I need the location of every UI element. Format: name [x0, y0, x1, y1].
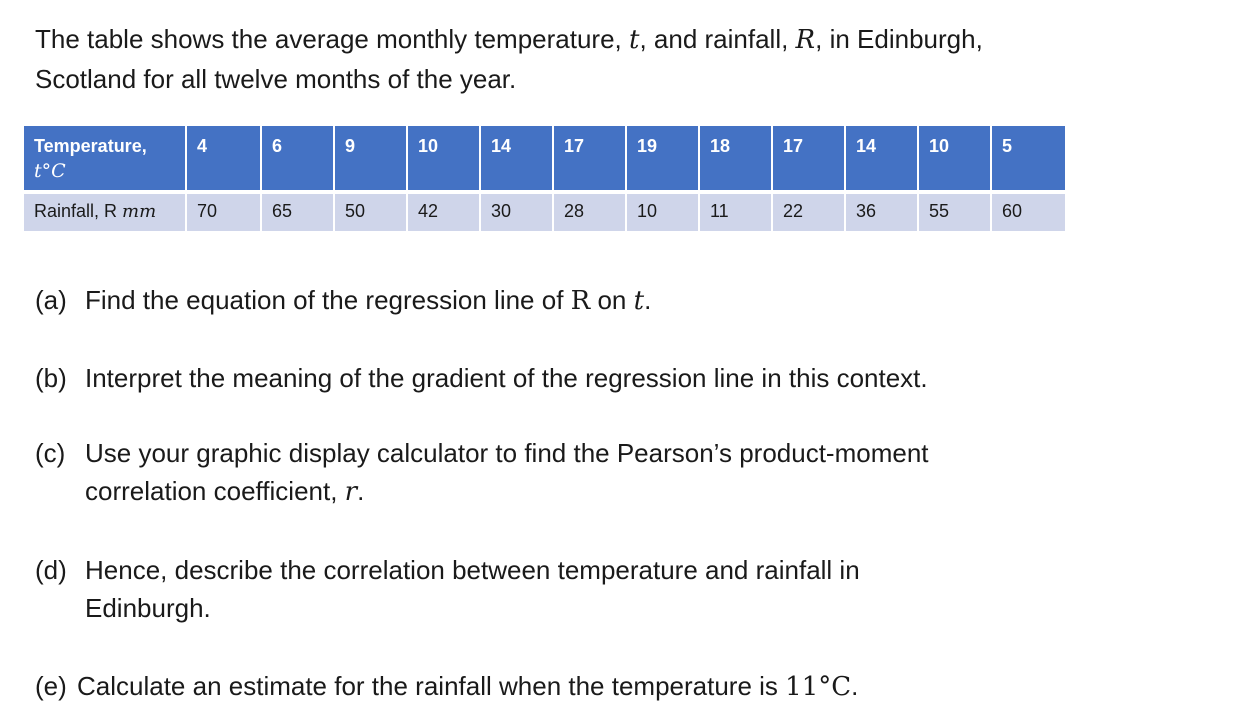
- question-c: (c) Use your graphic display calculator t…: [35, 434, 1215, 511]
- intro-line1-pre: The table shows the average monthly temp…: [35, 24, 629, 54]
- rainfall-cell: 70: [187, 194, 262, 231]
- rainfall-cell: 36: [846, 194, 919, 231]
- intro-line1-post: , in Edinburgh,: [815, 24, 983, 54]
- rainfall-row: Rainfall, R mm 70 65 50 42 30 28 10 11 2…: [24, 194, 1065, 231]
- temperature-cell: 4: [187, 126, 262, 190]
- question-c-continuation: correlation coefficient, r.: [35, 472, 1215, 511]
- question-a-t: t: [633, 286, 645, 316]
- intro-line1-mid: , and rainfall,: [639, 24, 796, 54]
- temperature-cell: 5: [992, 126, 1065, 190]
- rainfall-cell: 10: [627, 194, 700, 231]
- rainfall-cell: 22: [773, 194, 846, 231]
- temperature-cell: 6: [262, 126, 335, 190]
- question-c-text1: Use your graphic display calculator to f…: [85, 438, 929, 468]
- intro-R-variable: R: [795, 25, 816, 55]
- question-a-text: Find the equation of the regression line…: [85, 285, 571, 315]
- question-c-end: .: [357, 476, 365, 506]
- question-c-text2: correlation coefficient,: [85, 476, 345, 506]
- rainfall-cell: 50: [335, 194, 408, 231]
- rainfall-cell: 30: [481, 194, 554, 231]
- question-e-end: .: [851, 671, 859, 701]
- question-a-on: on: [590, 285, 634, 315]
- question-b: (b) Interpret the meaning of the gradient…: [35, 359, 1215, 397]
- rainfall-cell: 28: [554, 194, 627, 231]
- question-a-R: R: [570, 286, 591, 316]
- temperature-header: Temperature, t°C: [24, 126, 187, 190]
- temperature-cell: 14: [846, 126, 919, 190]
- rainfall-unit: mm: [122, 201, 157, 222]
- temperature-cell: 17: [773, 126, 846, 190]
- rainfall-cell: 60: [992, 194, 1065, 231]
- question-a-end: .: [644, 285, 652, 315]
- question-a: (a) Find the equation of the regression l…: [35, 281, 1215, 320]
- question-e-value: 11°C: [785, 672, 852, 702]
- temperature-cell: 18: [700, 126, 773, 190]
- rainfall-label: Rainfall, R: [34, 201, 123, 221]
- data-table: Temperature, t°C 4 6 9 10 14 17 19 18 17…: [24, 126, 1065, 231]
- rainfall-header: Rainfall, R mm: [24, 194, 187, 231]
- temperature-cell: 19: [627, 126, 700, 190]
- question-d-continuation: Edinburgh.: [85, 593, 211, 623]
- question-b-text: Interpret the meaning of the gradient of…: [85, 363, 928, 393]
- rainfall-cell: 55: [919, 194, 992, 231]
- intro-line2: Scotland for all twelve months of the ye…: [35, 64, 517, 94]
- temperature-label: Temperature,: [34, 136, 147, 156]
- row-gap-cell: [24, 190, 1065, 194]
- temperature-cell: 10: [919, 126, 992, 190]
- rainfall-cell: 42: [408, 194, 481, 231]
- temperature-cell: 10: [408, 126, 481, 190]
- intro-t-variable: t: [629, 25, 640, 55]
- temperature-cell: 14: [481, 126, 554, 190]
- question-c-label: (c): [35, 438, 66, 468]
- rainfall-cell: 65: [262, 194, 335, 231]
- question-e-text: Calculate an estimate for the rainfall w…: [77, 671, 786, 701]
- question-c-r: r: [344, 477, 358, 507]
- temperature-unit: t°C: [34, 160, 66, 182]
- question-a-label: (a): [35, 285, 67, 315]
- question-e: (e) Calculate an estimate for the rainfal…: [35, 667, 1215, 706]
- question-d-text1: Hence, describe the correlation between …: [85, 555, 860, 585]
- temperature-cell: 9: [335, 126, 408, 190]
- temperature-cell: 17: [554, 126, 627, 190]
- question-d-label: (d): [35, 555, 67, 585]
- temperature-row: Temperature, t°C 4 6 9 10 14 17 19 18 17…: [24, 126, 1065, 190]
- rainfall-cell: 11: [700, 194, 773, 231]
- row-gap: [24, 190, 1065, 194]
- intro-paragraph: The table shows the average monthly temp…: [35, 20, 983, 99]
- question-d: (d) Hence, describe the correlation betwe…: [35, 551, 1215, 627]
- question-b-label: (b): [35, 363, 67, 393]
- question-e-label: (e): [35, 671, 67, 701]
